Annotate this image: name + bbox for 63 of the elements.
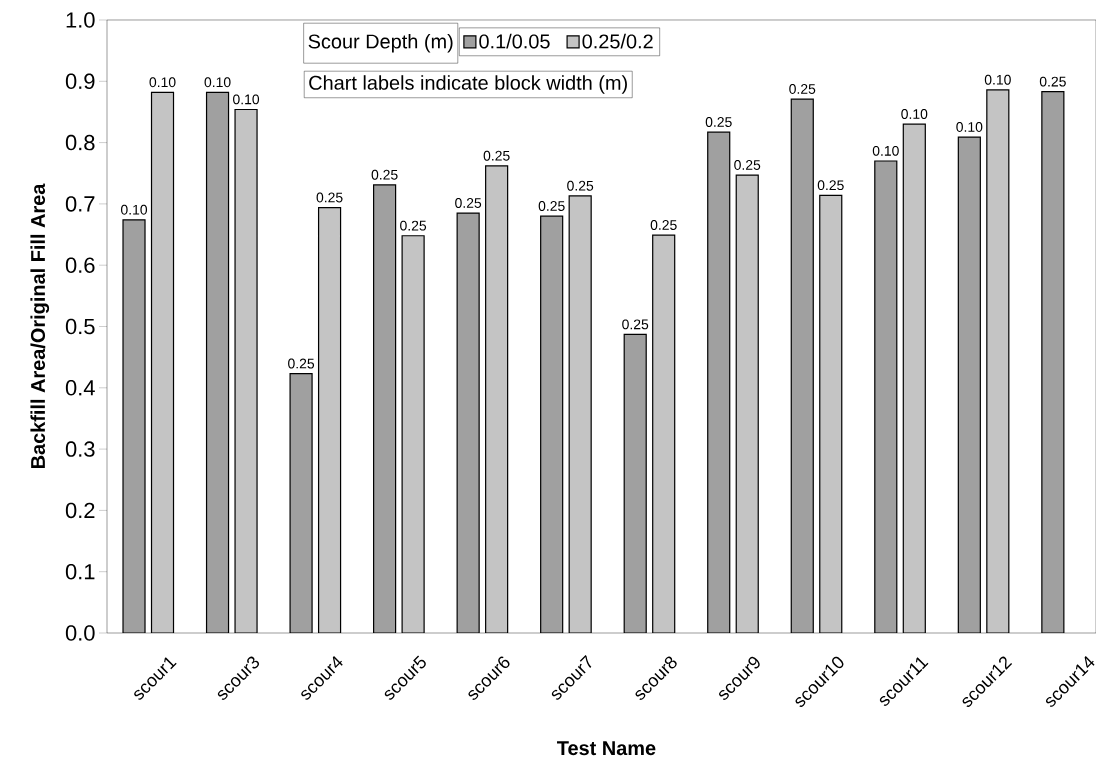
bar (317, 206, 342, 633)
annotation: 0.10 (984, 74, 1011, 85)
y-axis-title: Backfill Area/Original Fill Area (30, 183, 50, 469)
annotation: 0.25 (316, 192, 343, 203)
annotation: 0.25 (650, 220, 677, 230)
y-tick-label: 0.7 (65, 196, 95, 212)
legend-title: Scour Depth (m) (308, 33, 453, 53)
annotation: 0.10 (956, 121, 983, 132)
y-tick-label: 0.1 (65, 563, 95, 580)
bar (874, 160, 898, 633)
legend-label: 0.1/0.05 (479, 33, 550, 49)
annotation: 0.25 (538, 201, 565, 211)
bar (790, 98, 814, 633)
legend-label: 0.25/0.2 (582, 33, 653, 49)
bar (401, 235, 425, 633)
annotation: 0.25 (567, 180, 594, 191)
bar (150, 91, 175, 633)
bar (456, 212, 480, 633)
y-tick-label: 0.6 (65, 257, 95, 273)
annotation: 0.25 (705, 117, 732, 127)
annotation: 0.25 (622, 319, 649, 330)
y-tick-label: 0.5 (65, 318, 95, 335)
annotation: 0.10 (872, 145, 899, 156)
y-tick-label: 0.9 (65, 73, 95, 90)
bar (819, 194, 843, 633)
annotation: 0.10 (204, 77, 231, 88)
annotation: 0.25 (817, 180, 844, 191)
y-tick-label: 0.0 (65, 625, 95, 641)
bar (289, 373, 313, 633)
bar (568, 195, 592, 633)
bar (986, 89, 1010, 633)
annotation: 0.25 (789, 83, 816, 94)
annotation: 0.10 (120, 204, 148, 215)
bar (234, 108, 258, 633)
annotation: 0.25 (400, 220, 427, 231)
y-tick-label: 1.0 (66, 12, 95, 28)
annotation: 0.25 (734, 160, 761, 170)
bar (735, 174, 759, 633)
bar (540, 215, 564, 633)
x-axis-title: Test Name (557, 741, 656, 756)
bar (652, 234, 676, 633)
bar (373, 184, 397, 633)
y-tick-label: 0.3 (65, 441, 95, 457)
bar (122, 219, 146, 633)
annotation: 0.10 (233, 94, 260, 105)
annotation: 0.25 (455, 198, 482, 208)
bar (205, 91, 230, 633)
annotation: 0.25 (371, 169, 398, 180)
y-tick-label: 0.4 (65, 380, 95, 396)
bar (957, 136, 981, 633)
bar (623, 333, 647, 633)
annotation: 0.25 (288, 358, 315, 369)
annotation: 0.25 (483, 150, 510, 161)
bar (1041, 91, 1065, 633)
annotation: 0.10 (149, 77, 176, 88)
annotation: 0.25 (1039, 76, 1066, 87)
bar (485, 165, 509, 633)
bar (902, 123, 926, 633)
annotation: Chart labels indicate block width (m) (309, 75, 627, 94)
y-tick-label: 0.8 (65, 134, 95, 151)
bar (707, 131, 731, 633)
annotation: 0.10 (901, 109, 928, 120)
y-tick-label: 0.2 (65, 502, 95, 519)
